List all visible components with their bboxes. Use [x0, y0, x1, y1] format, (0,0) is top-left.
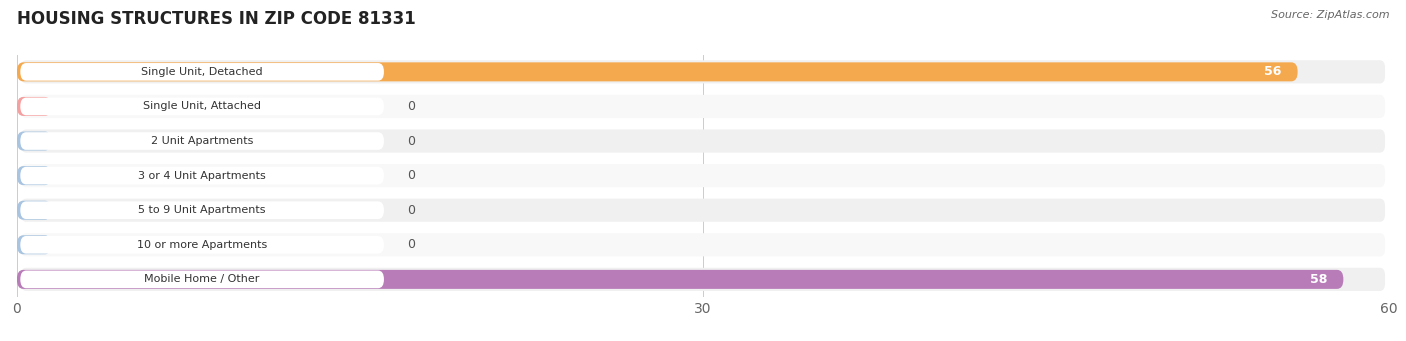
Text: 0: 0	[406, 169, 415, 182]
Text: 0: 0	[406, 238, 415, 251]
FancyBboxPatch shape	[17, 201, 51, 220]
Text: 0: 0	[406, 100, 415, 113]
FancyBboxPatch shape	[21, 164, 1385, 187]
FancyBboxPatch shape	[20, 98, 384, 115]
Text: 5 to 9 Unit Apartments: 5 to 9 Unit Apartments	[138, 205, 266, 215]
FancyBboxPatch shape	[21, 233, 1385, 256]
Text: 56: 56	[1264, 65, 1282, 78]
FancyBboxPatch shape	[17, 166, 51, 185]
Text: 10 or more Apartments: 10 or more Apartments	[136, 240, 267, 250]
FancyBboxPatch shape	[20, 202, 384, 219]
Text: 58: 58	[1310, 273, 1327, 286]
FancyBboxPatch shape	[17, 97, 51, 116]
Text: 3 or 4 Unit Apartments: 3 or 4 Unit Apartments	[138, 170, 266, 181]
FancyBboxPatch shape	[20, 132, 384, 150]
Text: 0: 0	[406, 204, 415, 217]
FancyBboxPatch shape	[21, 95, 1385, 118]
FancyBboxPatch shape	[21, 130, 1385, 153]
FancyBboxPatch shape	[20, 63, 384, 81]
Text: Single Unit, Attached: Single Unit, Attached	[143, 101, 262, 112]
FancyBboxPatch shape	[17, 62, 1298, 81]
FancyBboxPatch shape	[21, 60, 1385, 84]
FancyBboxPatch shape	[20, 236, 384, 254]
FancyBboxPatch shape	[21, 268, 1385, 291]
FancyBboxPatch shape	[17, 270, 1343, 289]
Text: Mobile Home / Other: Mobile Home / Other	[145, 275, 260, 284]
Text: 0: 0	[406, 135, 415, 148]
Text: Single Unit, Detached: Single Unit, Detached	[142, 67, 263, 77]
Text: HOUSING STRUCTURES IN ZIP CODE 81331: HOUSING STRUCTURES IN ZIP CODE 81331	[17, 10, 416, 28]
FancyBboxPatch shape	[20, 270, 384, 288]
FancyBboxPatch shape	[20, 167, 384, 184]
FancyBboxPatch shape	[17, 132, 51, 150]
Text: 2 Unit Apartments: 2 Unit Apartments	[150, 136, 253, 146]
Text: Source: ZipAtlas.com: Source: ZipAtlas.com	[1271, 10, 1389, 20]
FancyBboxPatch shape	[17, 235, 51, 254]
FancyBboxPatch shape	[21, 198, 1385, 222]
